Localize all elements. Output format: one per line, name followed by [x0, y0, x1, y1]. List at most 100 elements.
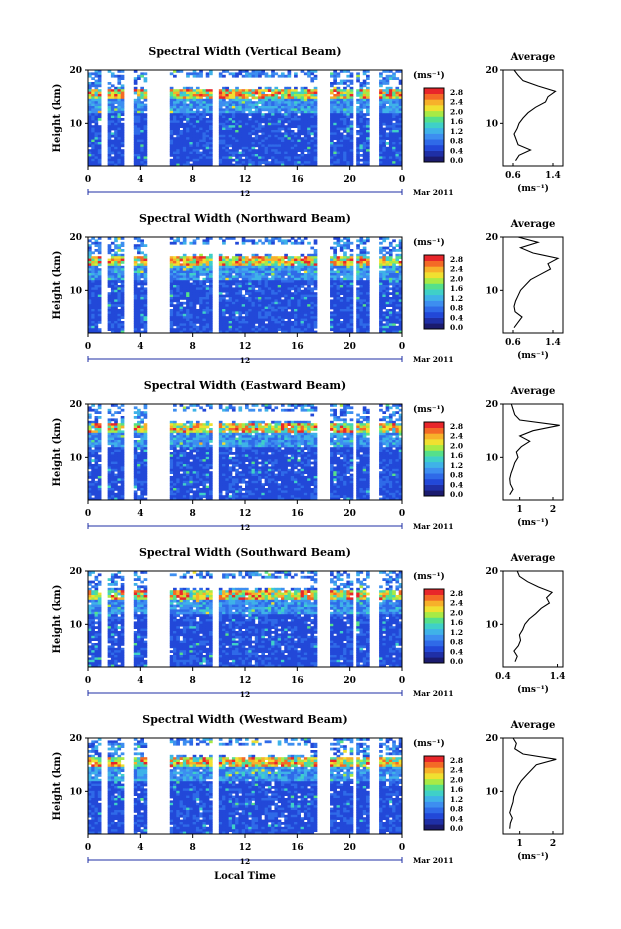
colorbar-tick-label: 2.0	[450, 441, 463, 450]
y-tick-label: 20	[69, 567, 82, 577]
x-tick-label: 4	[137, 676, 143, 686]
x-tick-label: 4	[137, 509, 143, 519]
panel-title: Spectral Width (Westward Beam)	[142, 713, 347, 726]
colorbar-swatch	[424, 116, 444, 123]
profile-x-tick-label: 1	[517, 505, 523, 515]
x-tick-label: 12	[239, 175, 252, 185]
colorbar-swatch	[424, 144, 444, 151]
colorbar-tick-label: 1.6	[450, 451, 463, 460]
colorbar-swatch	[424, 110, 444, 117]
heatmap	[88, 404, 403, 501]
colorbar-swatch	[424, 467, 444, 474]
profile-frame	[502, 236, 564, 334]
colorbar-tick-label: 0.8	[450, 638, 463, 647]
colorbar-unit: (ms⁻¹)	[413, 70, 445, 81]
y-tick-label: 10	[69, 453, 82, 463]
colorbar-swatch	[424, 640, 444, 647]
x-tick-label: 8	[190, 342, 196, 352]
profile-x-tick-label: 1.4	[545, 171, 561, 181]
x-tick-label: 8	[190, 843, 196, 853]
profile-x-tick-label: 2	[550, 505, 556, 515]
colorbar-tick-label: 1.6	[450, 618, 463, 627]
x-tick-label: 8	[190, 175, 196, 185]
colorbar-swatch	[424, 323, 444, 330]
y-tick-label: 20	[69, 66, 82, 76]
colorbar-frame	[423, 755, 445, 831]
colorbar-tick-label: 1.2	[450, 795, 463, 804]
x-tick-label: 0	[399, 676, 405, 686]
x-tick-label: 12	[239, 509, 252, 519]
colorbar-swatch	[424, 127, 444, 134]
x-tick-label: 16	[291, 509, 304, 519]
colorbar-swatch	[424, 456, 444, 463]
colorbar-tick-label: 2.0	[450, 608, 463, 617]
colorbar-swatch	[424, 99, 444, 106]
colorbar-swatch	[424, 478, 444, 485]
x-tick-label: 20	[343, 175, 356, 185]
colorbar-swatch	[424, 628, 444, 635]
x-tick-label: 12	[239, 676, 252, 686]
x-tick-label: 12	[239, 342, 252, 352]
y-tick-label: 10	[69, 286, 82, 296]
colorbar-tick-label: 0.4	[450, 313, 463, 322]
colorbar-tick-label: 2.4	[450, 265, 463, 274]
colorbar-swatch	[424, 824, 444, 831]
colorbar-tick-label: 2.8	[450, 255, 463, 264]
profile-y-tick-label: 20	[485, 233, 498, 243]
colorbar-swatch	[424, 651, 444, 658]
profile-line	[513, 570, 554, 662]
colorbar-tick-label: 2.4	[450, 98, 463, 107]
colorbar-tick-label: 1.2	[450, 461, 463, 470]
date-tick-label: 12	[240, 189, 250, 198]
colorbar-tick-label: 2.0	[450, 775, 463, 784]
colorbar-tick-label: 1.2	[450, 294, 463, 303]
colorbar-swatch	[424, 634, 444, 641]
x-tick-label: 8	[190, 509, 196, 519]
colorbar-tick-label: 0.8	[450, 805, 463, 814]
panel-title: Spectral Width (Southward Beam)	[139, 546, 351, 559]
panel-5: Spectral Width (Westward Beam)2010Height…	[52, 713, 564, 866]
panel-title: Spectral Width (Vertical Beam)	[148, 45, 341, 58]
panel-1: Spectral Width (Vertical Beam) 20 10 Height…	[52, 45, 564, 198]
heatmap	[88, 70, 403, 167]
x-tick-label: 0	[85, 676, 91, 686]
colorbar-frame	[423, 421, 445, 497]
average-title: Average	[510, 52, 556, 63]
colorbar-swatch	[424, 300, 444, 307]
colorbar-unit: (ms⁻¹)	[413, 571, 445, 582]
colorbar-tick-label: 0.8	[450, 471, 463, 480]
colorbar-swatch	[424, 818, 444, 825]
colorbar-swatch	[424, 133, 444, 140]
colorbar-tick-label: 0.4	[450, 814, 463, 823]
colorbar-tick-label: 0.4	[450, 647, 463, 656]
colorbar-tick-label: 0.8	[450, 137, 463, 146]
colorbar-swatch	[424, 272, 444, 279]
date-label: Mar 2011	[413, 355, 454, 364]
y-tick-label: 10	[69, 620, 82, 630]
profile-x-tick-label: 0.4	[495, 672, 511, 682]
x-tick-label: 0	[399, 175, 405, 185]
colorbar-tick-label: 2.8	[450, 756, 463, 765]
profile-y-tick-label: 20	[485, 66, 498, 76]
x-tick-label: 4	[137, 175, 143, 185]
y-axis-label: Height (km)	[52, 84, 63, 153]
colorbar-swatch	[424, 606, 444, 613]
colorbar-swatch	[424, 795, 444, 802]
profile-y-tick-label: 20	[485, 734, 498, 744]
y-tick-label: 20	[69, 734, 82, 744]
colorbar-tick-label: 0.4	[450, 146, 463, 155]
average-title: Average	[510, 219, 556, 230]
profile-x-tick-label: 0.6	[505, 338, 521, 348]
colorbar-swatch	[424, 150, 444, 157]
date-label: Mar 2011	[413, 188, 454, 197]
colorbar-swatch	[424, 427, 444, 434]
profile-x-tick-label: 0.6	[505, 171, 521, 181]
colorbar-swatch	[424, 784, 444, 791]
date-label: Mar 2011	[413, 856, 454, 865]
x-tick-label: 0	[85, 843, 91, 853]
x-tick-label: 20	[343, 843, 356, 853]
colorbar-swatch	[424, 645, 444, 652]
colorbar-swatch	[424, 255, 444, 261]
colorbar-tick-label: 2.8	[450, 422, 463, 431]
